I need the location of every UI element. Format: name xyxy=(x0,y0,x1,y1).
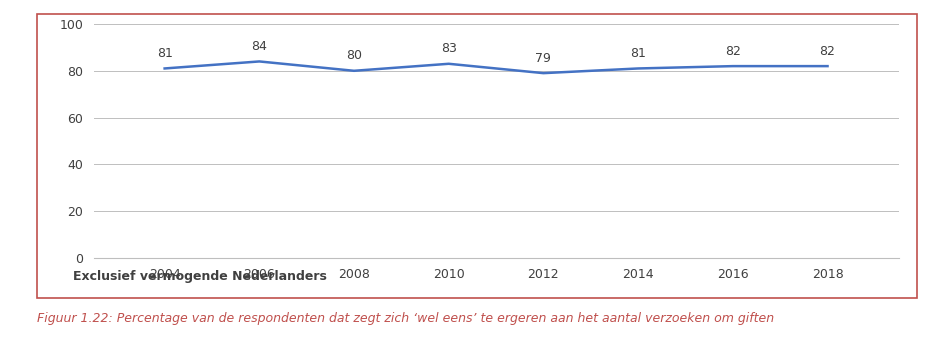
Text: Figuur 1.22: Percentage van de respondenten dat zegt zich ‘wel eens’ te ergeren : Figuur 1.22: Percentage van de responden… xyxy=(37,312,775,325)
Text: 84: 84 xyxy=(252,40,268,53)
Text: 82: 82 xyxy=(724,45,740,58)
Text: 80: 80 xyxy=(346,49,362,62)
Text: 81: 81 xyxy=(630,47,646,60)
Text: Exclusief vermogende Nederlanders: Exclusief vermogende Nederlanders xyxy=(73,270,327,283)
Text: 83: 83 xyxy=(441,43,457,56)
Text: 79: 79 xyxy=(535,52,551,65)
Text: 81: 81 xyxy=(156,47,172,60)
Text: 82: 82 xyxy=(820,45,836,58)
